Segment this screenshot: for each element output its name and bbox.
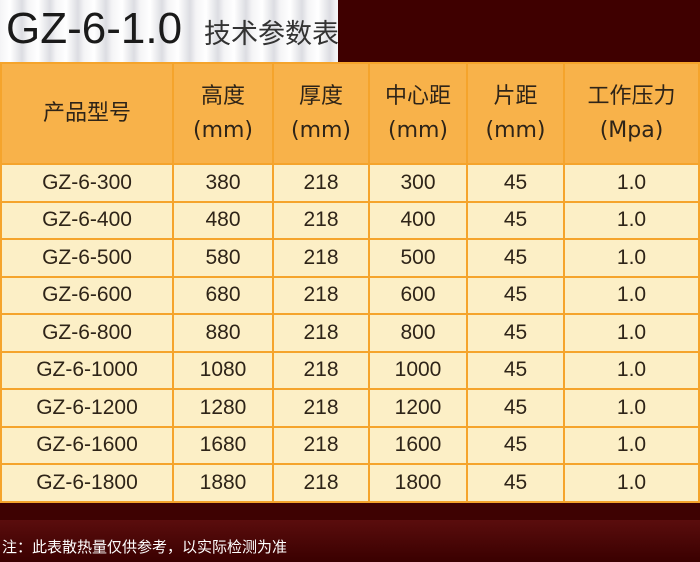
cell-model: GZ-6-500 — [0, 238, 174, 278]
cell-center-distance: 1600 — [368, 425, 468, 465]
cell-thickness: 218 — [272, 275, 370, 315]
header-height: 高度 (mm) — [172, 62, 274, 165]
header-unit: (Mpa) — [599, 117, 664, 143]
cell-working-pressure: 1.0 — [563, 163, 700, 203]
cell-height: 380 — [172, 163, 274, 203]
cell-height: 480 — [172, 200, 274, 240]
header-working-pressure: 工作压力 (Mpa) — [563, 62, 700, 165]
cell-height: 880 — [172, 313, 274, 353]
cell-working-pressure: 1.0 — [563, 350, 700, 390]
cell-working-pressure: 1.0 — [563, 275, 700, 315]
cell-center-distance: 1200 — [368, 388, 468, 428]
header-unit: (mm) — [290, 117, 352, 143]
cell-height: 1080 — [172, 350, 274, 390]
cell-height: 1680 — [172, 425, 274, 465]
cell-working-pressure: 1.0 — [563, 425, 700, 465]
title-banner: GZ-6-1.0 技术参数表 — [0, 0, 700, 62]
cell-center-distance: 800 — [368, 313, 468, 353]
banner-dark — [338, 0, 700, 62]
cell-center-distance: 300 — [368, 163, 468, 203]
header-center-distance: 中心距 (mm) — [368, 62, 468, 165]
cell-height: 680 — [172, 275, 274, 315]
table-row: GZ-6-800 880 218 800 45 1.0 — [0, 313, 700, 353]
cell-center-distance: 1000 — [368, 350, 468, 390]
cell-height: 1280 — [172, 388, 274, 428]
cell-thickness: 218 — [272, 388, 370, 428]
footer-band — [0, 520, 700, 562]
cell-fin-pitch: 45 — [466, 388, 565, 428]
cell-fin-pitch: 45 — [466, 275, 565, 315]
cell-thickness: 218 — [272, 425, 370, 465]
table-row: GZ-6-300 380 218 300 45 1.0 — [0, 163, 700, 203]
table-row: GZ-6-1000 1080 218 1000 45 1.0 — [0, 350, 700, 390]
header-unit: (mm) — [485, 117, 546, 143]
header-model: 产品型号 — [0, 62, 174, 165]
header-label: 中心距 — [384, 83, 451, 109]
cell-model: GZ-6-1000 — [0, 350, 174, 390]
cell-thickness: 218 — [272, 463, 370, 503]
header-label: 高度 — [200, 83, 245, 109]
header-label: 工作压力 — [587, 83, 676, 109]
cell-thickness: 218 — [272, 350, 370, 390]
cell-center-distance: 1800 — [368, 463, 468, 503]
header-unit: (mm) — [387, 117, 449, 143]
header-unit: (mm) — [192, 117, 254, 143]
model-name: GZ-6-1.0 — [6, 4, 183, 53]
cell-thickness: 218 — [272, 200, 370, 240]
table-row: GZ-6-500 580 218 500 45 1.0 — [0, 238, 700, 278]
cell-working-pressure: 1.0 — [563, 463, 700, 503]
table-row: GZ-6-1800 1880 218 1800 45 1.0 — [0, 463, 700, 503]
cell-working-pressure: 1.0 — [563, 388, 700, 428]
cell-fin-pitch: 45 — [466, 350, 565, 390]
header-fin-pitch: 片距 (mm) — [466, 62, 565, 165]
header-row: 产品型号 高度 (mm) 厚度 (mm) 中心距 (mm) 片距 (mm) 工作压力 (Mpa) — [0, 62, 700, 165]
cell-working-pressure: 1.0 — [563, 200, 700, 240]
cell-fin-pitch: 45 — [466, 200, 565, 240]
title-subtitle: 技术参数表 — [204, 19, 340, 50]
table-row: GZ-6-1600 1680 218 1600 45 1.0 — [0, 425, 700, 465]
cell-thickness: 218 — [272, 238, 370, 278]
header-label: 厚度 — [298, 83, 343, 109]
spec-table: 产品型号 高度 (mm) 厚度 (mm) 中心距 (mm) 片距 (mm) 工作压力 (Mpa) G… — [0, 62, 700, 503]
table-row: GZ-6-1200 1280 218 1200 45 1.0 — [0, 388, 700, 428]
footnote: 注：此表散热量仅供参考，以实际检测为准 — [2, 538, 288, 556]
cell-model: GZ-6-400 — [0, 200, 174, 240]
banner-stripes — [0, 0, 338, 62]
cell-fin-pitch: 45 — [466, 238, 565, 278]
page-title: GZ-6-1.0 技术参数表 — [6, 4, 339, 58]
cell-fin-pitch: 45 — [466, 463, 565, 503]
cell-model: GZ-6-1800 — [0, 463, 174, 503]
cell-fin-pitch: 45 — [466, 425, 565, 465]
header-label: 片距 — [493, 83, 538, 109]
table-row: GZ-6-600 680 218 600 45 1.0 — [0, 275, 700, 315]
cell-fin-pitch: 45 — [466, 163, 565, 203]
header-label: 产品型号 — [42, 100, 131, 126]
cell-height: 1880 — [172, 463, 274, 503]
cell-working-pressure: 1.0 — [563, 313, 700, 353]
cell-center-distance: 400 — [368, 200, 468, 240]
cell-thickness: 218 — [272, 313, 370, 353]
cell-model: GZ-6-300 — [0, 163, 174, 203]
cell-model: GZ-6-600 — [0, 275, 174, 315]
cell-working-pressure: 1.0 — [563, 238, 700, 278]
cell-model: GZ-6-1600 — [0, 425, 174, 465]
table-row: GZ-6-400 480 218 400 45 1.0 — [0, 200, 700, 240]
cell-thickness: 218 — [272, 163, 370, 203]
cell-fin-pitch: 45 — [466, 313, 565, 353]
cell-model: GZ-6-1200 — [0, 388, 174, 428]
cell-center-distance: 600 — [368, 275, 468, 315]
cell-center-distance: 500 — [368, 238, 468, 278]
cell-height: 580 — [172, 238, 274, 278]
header-thickness: 厚度 (mm) — [272, 62, 370, 165]
cell-model: GZ-6-800 — [0, 313, 174, 353]
